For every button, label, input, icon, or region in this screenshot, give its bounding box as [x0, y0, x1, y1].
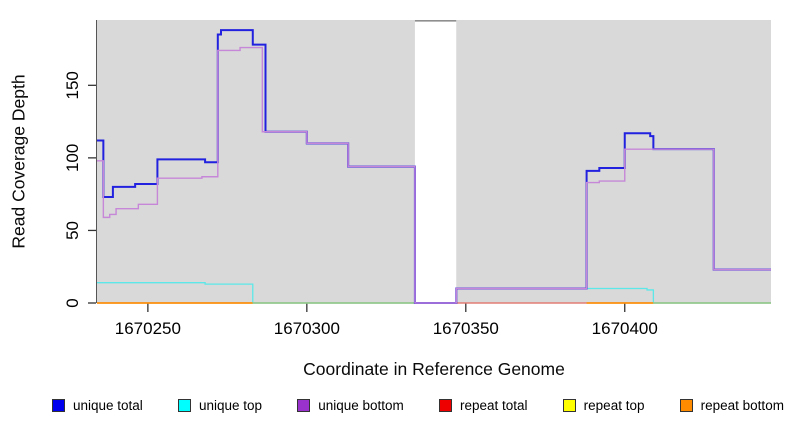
x-tick-label: 1670400 [592, 319, 658, 338]
x-tick-label: 1670300 [274, 319, 340, 338]
y-tick-label: 100 [63, 144, 82, 172]
legend-label: repeat top [583, 398, 645, 413]
legend-item-unique-total: unique total [52, 398, 143, 413]
legend-swatch-repeat-top [562, 399, 576, 412]
legend-label: unique bottom [318, 398, 404, 413]
legend: unique total unique top unique bottom repea… [52, 398, 784, 413]
legend-label: unique total [73, 398, 143, 413]
legend-swatch-unique-bottom [297, 399, 311, 412]
legend-swatch-unique-top [177, 399, 191, 412]
x-tick-label: 1670350 [433, 319, 499, 338]
legend-item-repeat-total: repeat total [438, 398, 528, 413]
y-axis-title: Read Coverage Depth [8, 74, 29, 249]
legend-swatch-unique-total [52, 399, 65, 412]
x-axis-title: Coordinate in Reference Genome [303, 359, 565, 379]
y-tick-label: 150 [63, 71, 82, 99]
y-tick-label: 0 [63, 298, 82, 307]
x-tick-label: 1670250 [115, 319, 181, 338]
chart-canvas: 0 50 100 150 1670250 1670300 1670350 1670400 [63, 19, 771, 338]
gap-band [414, 20, 457, 303]
legend-item-unique-top: unique top [177, 398, 263, 413]
legend-item-unique-bottom: unique bottom [297, 398, 404, 413]
legend-item-repeat-bottom: repeat bottom [679, 398, 784, 413]
legend-item-repeat-top: repeat top [562, 398, 645, 413]
y-tick-label: 50 [63, 221, 82, 240]
legend-label: unique top [198, 398, 263, 413]
legend-swatch-repeat-total [438, 399, 452, 412]
legend-label: repeat bottom [700, 398, 784, 413]
series-unique-bottom-line [97, 46, 771, 304]
legend-swatch-repeat-bottom [679, 399, 693, 412]
legend-label: repeat total [459, 398, 528, 413]
